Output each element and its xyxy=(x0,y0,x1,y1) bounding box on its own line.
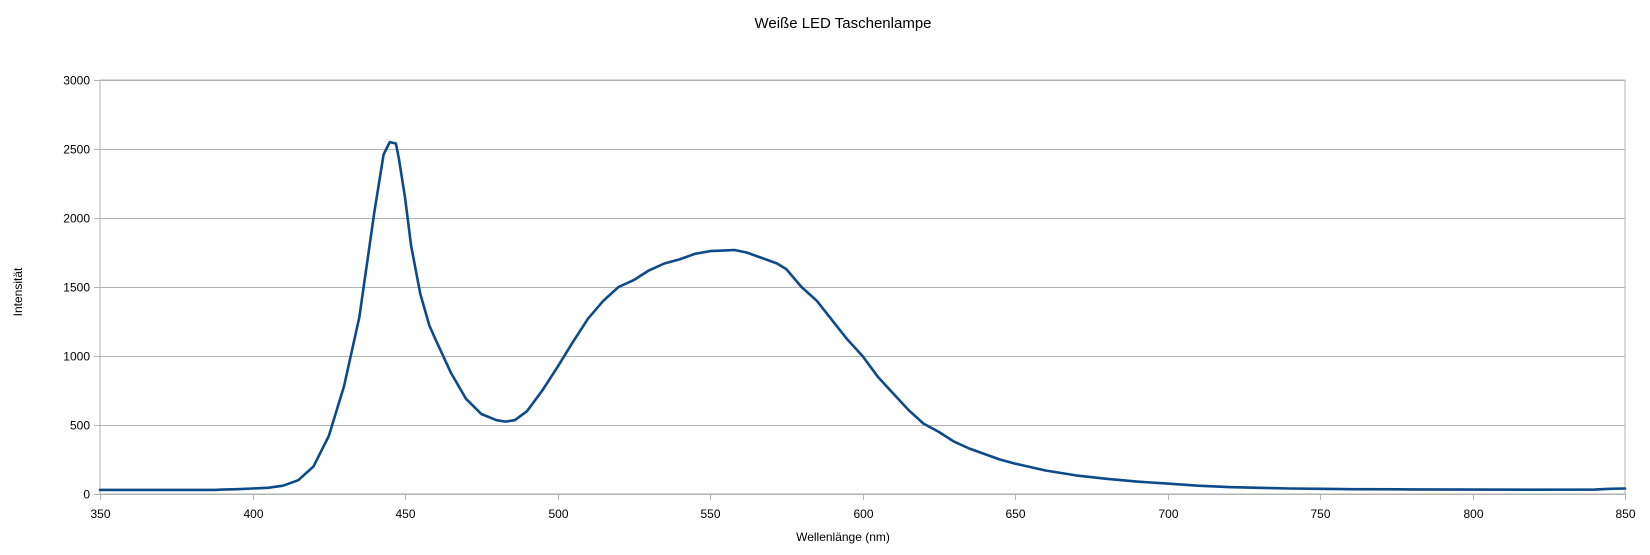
y-tick-label: 0 xyxy=(83,488,90,502)
x-tick-label: 400 xyxy=(243,507,263,521)
axis-ticks: 0 500 1000 1500 2000 2500 3000 350 400 450 500 550 6… xyxy=(63,74,1636,522)
x-tick-label: 650 xyxy=(1005,507,1025,521)
x-tick-label: 800 xyxy=(1463,507,1483,521)
x-tick-label: 700 xyxy=(1158,507,1178,521)
chart-title: Weiße LED Taschenlampe xyxy=(754,15,931,32)
x-axis-title: Wellenlänge (nm) xyxy=(796,530,890,544)
x-tick-label: 750 xyxy=(1310,507,1330,521)
x-tick-label: 550 xyxy=(700,507,720,521)
y-tick-label: 2500 xyxy=(63,143,90,157)
x-tick-label: 350 xyxy=(90,507,110,521)
y-tick-label: 3000 xyxy=(63,74,90,88)
series-line xyxy=(98,140,1627,492)
x-tick-label: 500 xyxy=(548,507,568,521)
y-axis-title: Intensität xyxy=(11,267,25,316)
x-tick-label: 850 xyxy=(1615,507,1635,521)
x-tick-label: 450 xyxy=(395,507,415,521)
y-tick-label: 2000 xyxy=(63,212,90,226)
x-tick-label: 600 xyxy=(853,507,873,521)
y-tick-label: 500 xyxy=(70,419,90,433)
y-tick-label: 1500 xyxy=(63,281,90,295)
y-tick-label: 1000 xyxy=(63,350,90,364)
